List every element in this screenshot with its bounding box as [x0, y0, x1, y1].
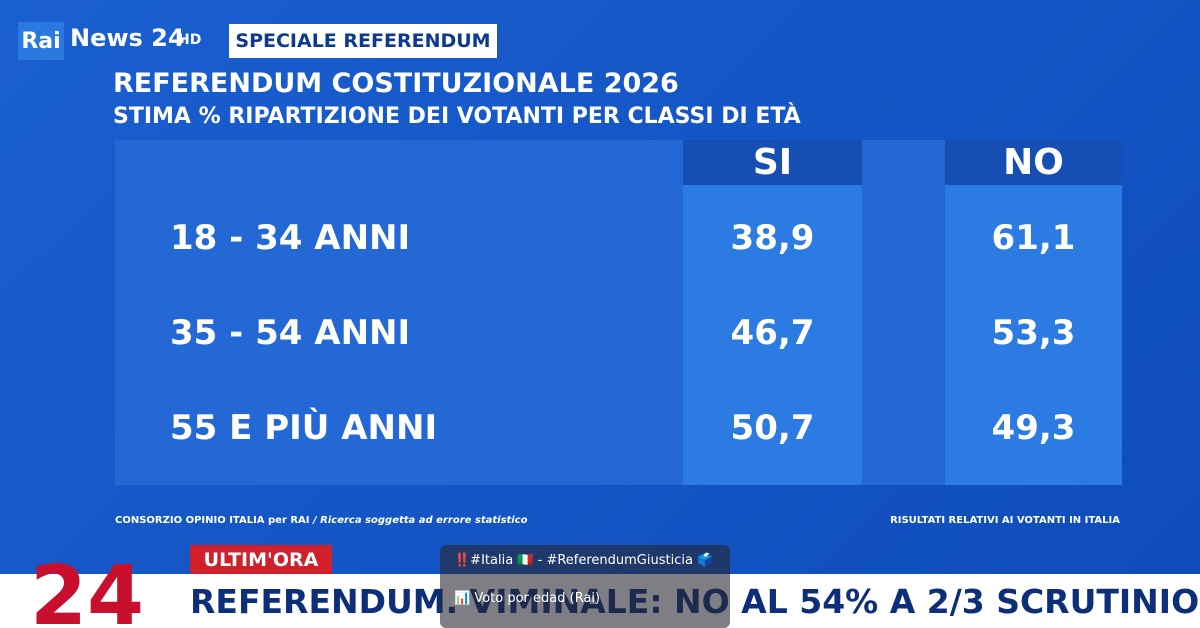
age-label: 18 - 34 ANNI	[170, 217, 411, 258]
overlay: ‼️#Italia 🇮🇹 - #ReferendumGiusticia 🗳️ 📊…	[440, 545, 730, 628]
logo-channel: News 24	[70, 24, 185, 52]
subtitle: STIMA % RIPARTIZIONE DEI VOTANTI PER CLA…	[113, 104, 801, 129]
overlay-line: ‼️#Italia 🇮🇹 - #ReferendumGiusticia 🗳️	[454, 553, 714, 568]
footer-source: CONSORZIO OPINIO ITALIA per RAI / Ricerc…	[115, 515, 528, 526]
si-value: 46,7	[730, 312, 815, 353]
age-label: 55 E PIÙ ANNI	[170, 407, 438, 448]
si-column	[683, 185, 862, 485]
note: / Ricerca soggetta ad errore statistico	[313, 515, 528, 526]
no-value: 53,3	[991, 312, 1076, 353]
si-value: 50,7	[730, 407, 815, 448]
no-column	[945, 185, 1122, 485]
ticker-badge: ULTIM'ORA	[190, 545, 332, 574]
footer-scope: RISULTATI RELATIVI AI VOTANTI IN ITALIA	[890, 515, 1120, 526]
age-label: 35 - 54 ANNI	[170, 312, 411, 353]
title: REFERENDUM COSTITUZIONALE 2026	[113, 68, 679, 99]
source: CONSORZIO OPINIO ITALIA per RAI	[115, 515, 310, 526]
table-panel	[115, 140, 683, 485]
no-value: 49,3	[991, 407, 1076, 448]
no-value: 61,1	[991, 217, 1076, 258]
column-header: NO	[945, 140, 1122, 185]
overlay-line: 📊 Voto por edad (Rai)	[454, 591, 601, 606]
logo-quality: HD	[178, 32, 202, 48]
logo-brand: Rai	[18, 22, 64, 60]
si-value: 38,9	[730, 217, 815, 258]
column-header: SI	[683, 140, 862, 185]
table-gap	[862, 140, 945, 485]
tag: SPECIALE REFERENDUM	[229, 24, 497, 58]
ticker-channel-mark: 24	[30, 549, 145, 628]
